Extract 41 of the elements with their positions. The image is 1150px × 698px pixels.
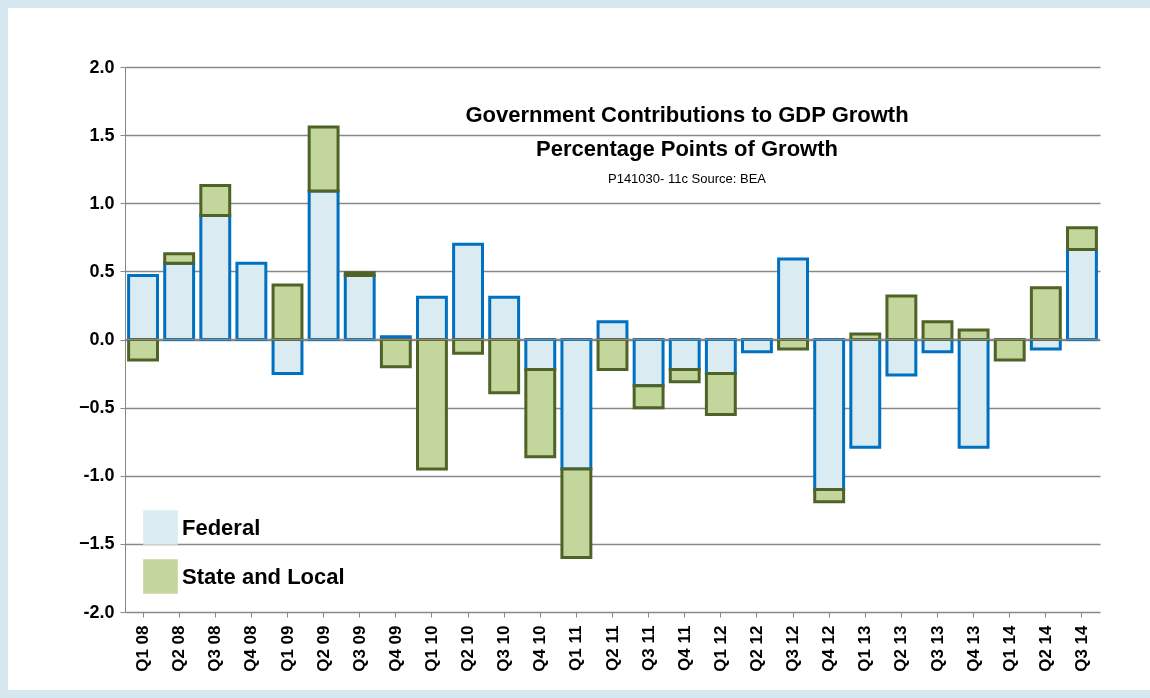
x-tick-label: Q3 13 bbox=[927, 625, 947, 672]
annotation: P141030- 11c Source: BEA bbox=[607, 171, 767, 186]
y-tick-label: −0.5 bbox=[78, 397, 115, 418]
x-tick-label: Q1 13 bbox=[855, 625, 875, 672]
y-tick-label: 1.5 bbox=[89, 124, 115, 145]
x-tick-label: Q2 11 bbox=[602, 625, 622, 671]
x-tick-label: Q4 09 bbox=[385, 625, 405, 672]
x-tick-label: Q3 10 bbox=[494, 625, 514, 672]
x-tick-label: Q4 12 bbox=[819, 625, 839, 672]
legend-label: State and Local bbox=[182, 563, 345, 589]
text: Government Contributions to GDP Growth bbox=[465, 102, 909, 127]
x-tick-label: Q2 12 bbox=[746, 625, 766, 672]
legend-label: Federal bbox=[182, 514, 261, 540]
y-tick-label: −1.5 bbox=[78, 533, 115, 554]
y-tick-label: -2.0 bbox=[83, 601, 115, 622]
text: Percentage Points of Growth bbox=[536, 136, 838, 161]
x-tick-label: Q2 10 bbox=[458, 625, 478, 672]
x-tick-label: Q3 14 bbox=[1071, 624, 1091, 672]
y-tick-label: -1.0 bbox=[83, 465, 115, 486]
x-tick-label: Q1 11 bbox=[566, 625, 586, 671]
x-tick-label: Q3 12 bbox=[783, 625, 803, 672]
x-tick-label: Q3 11 bbox=[638, 625, 658, 671]
x-tick-label: Q4 10 bbox=[530, 625, 550, 672]
x-tick-label: Q1 12 bbox=[710, 625, 730, 672]
x-tick-label: Q2 13 bbox=[891, 625, 911, 672]
y-tick-label: 0.0 bbox=[89, 329, 115, 349]
y-tick-label: 0.5 bbox=[89, 260, 115, 281]
x-tick-label: Q3 09 bbox=[349, 625, 369, 672]
y-tick-label: 2.0 bbox=[89, 56, 115, 77]
x-tick-label: Q2 14 bbox=[1035, 624, 1055, 672]
x-tick-label: Q4 13 bbox=[963, 625, 983, 672]
x-tick-label: Q1 14 bbox=[999, 624, 1019, 672]
x-tick-label: Q4 11 bbox=[674, 625, 694, 671]
x-tick-label: Q4 08 bbox=[241, 625, 261, 672]
x-tick-label: Q2 08 bbox=[169, 625, 189, 672]
x-tick-label: Q1 10 bbox=[421, 625, 441, 672]
x-tick-label: Q1 08 bbox=[133, 625, 153, 672]
x-tick-label: Q2 09 bbox=[313, 625, 333, 672]
x-tick-label: Q1 09 bbox=[277, 625, 297, 672]
x-tick-label: Q3 08 bbox=[205, 625, 225, 672]
y-tick-label: 1.0 bbox=[89, 192, 115, 213]
